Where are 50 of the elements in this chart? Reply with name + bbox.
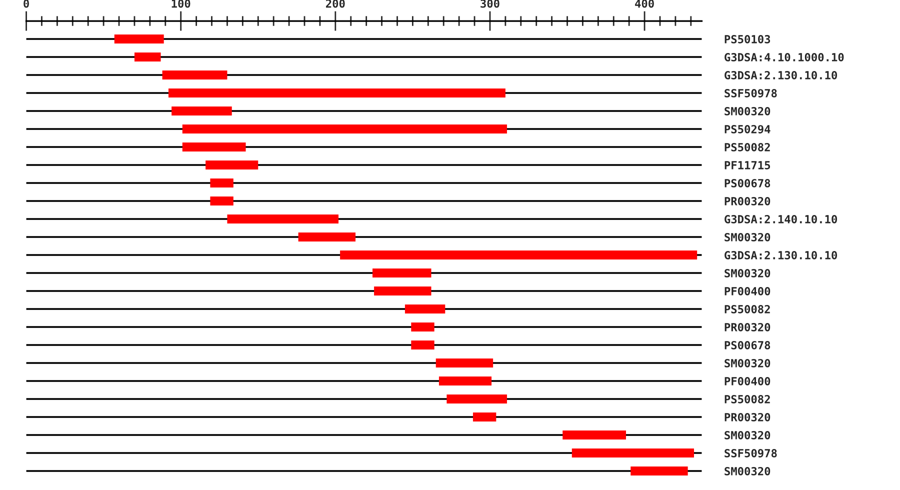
bar [172, 106, 232, 116]
y-tick-label: SM00320 [724, 430, 770, 440]
bar [446, 394, 507, 404]
y-tick-label: PR00320 [724, 412, 770, 422]
y-tick-label: PR00320 [724, 322, 770, 332]
bar [630, 466, 688, 476]
y-tick-label: PF00400 [724, 376, 770, 386]
bar [182, 124, 507, 134]
bar [134, 52, 161, 62]
bar [182, 142, 246, 152]
bar [404, 304, 446, 314]
bar [168, 88, 506, 98]
y-tick-label: SM00320 [724, 358, 770, 368]
y-tick-label: SSF50978 [724, 448, 777, 458]
bar [114, 34, 164, 44]
y-tick-label: G3DSA:2.140.10.10 [724, 214, 838, 224]
bar [438, 376, 492, 386]
y-tick-label: SM00320 [724, 268, 770, 278]
y-tick-label: G3DSA:4.10.1000.10 [724, 52, 844, 62]
y-tick-label: PS00678 [724, 178, 770, 188]
bar [411, 322, 434, 332]
bar [411, 340, 434, 350]
bar [206, 160, 258, 170]
y-tick-label: PS50103 [724, 34, 770, 44]
y-tick-label: PS50082 [724, 304, 770, 314]
y-tick-label: PF00400 [724, 286, 770, 296]
y-tick-label: PS50082 [724, 394, 770, 404]
bar [372, 268, 432, 278]
y-tick-label: PF11715 [724, 161, 770, 170]
bar [374, 286, 432, 296]
y-tick-label: PS50294 [724, 124, 770, 134]
y-tick-label: PR00320 [724, 196, 770, 206]
bar [436, 358, 494, 368]
y-tick-label: PS00678 [724, 340, 770, 350]
bar [210, 178, 234, 188]
y-tick-label: PS50082 [724, 142, 770, 152]
y-tick-label: SM00320 [724, 466, 770, 476]
bar [227, 214, 338, 224]
bar [562, 430, 626, 440]
y-tick-label: SM00320 [724, 106, 770, 116]
bar [162, 70, 228, 80]
y-tick-label: SSF50978 [724, 88, 777, 98]
bar [572, 448, 694, 458]
y-tick-label: SM00320 [724, 232, 770, 242]
bar [472, 412, 496, 422]
bar [340, 250, 698, 260]
y-tick-label: G3DSA:2.130.10.10 [724, 70, 838, 80]
bar [210, 196, 234, 206]
bar [298, 232, 356, 242]
y-tick-label: G3DSA:2.130.10.10 [724, 250, 838, 260]
